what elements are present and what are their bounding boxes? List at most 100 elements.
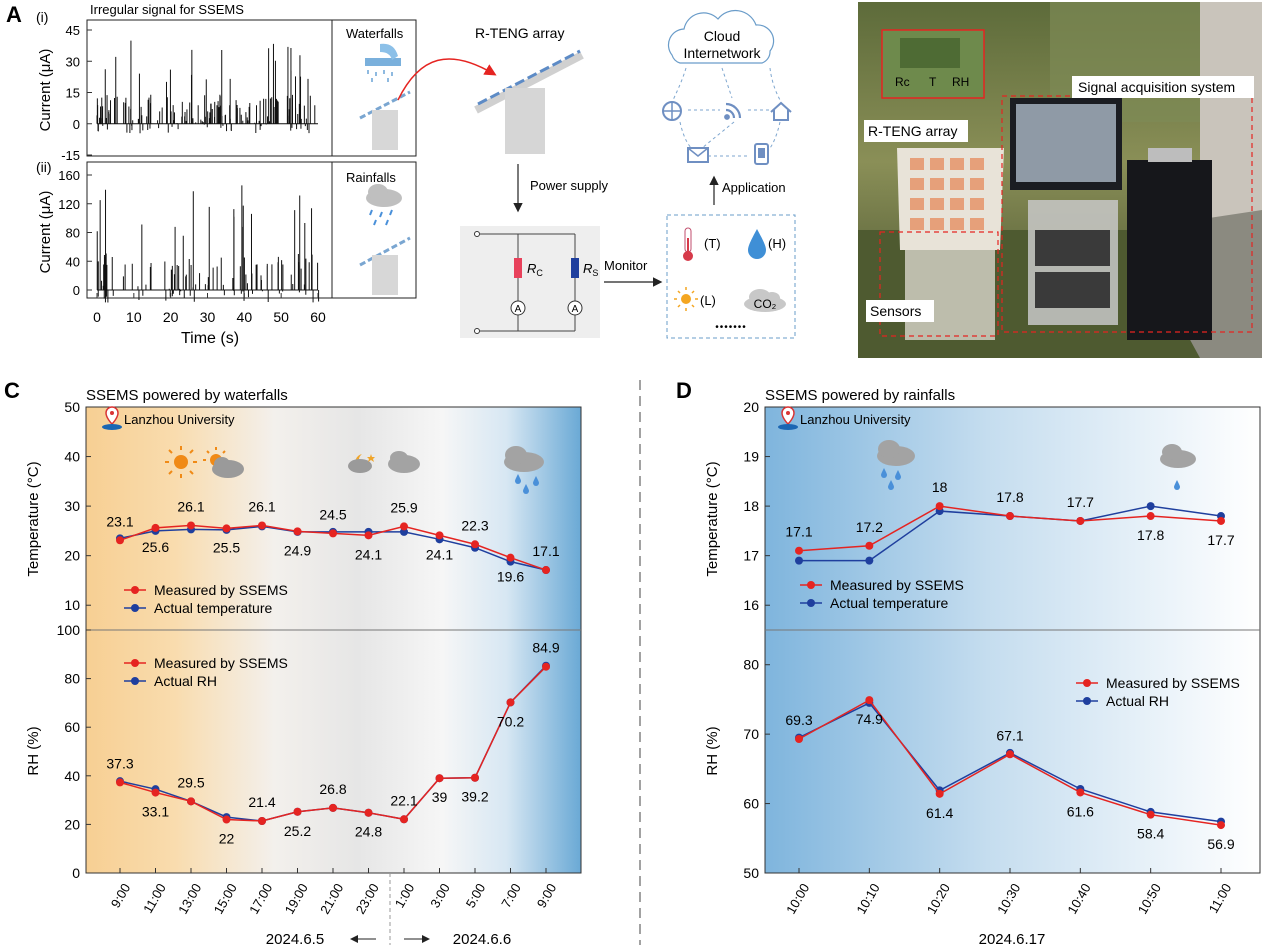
signal-trace-ii: [96, 185, 320, 303]
y-tick-label: 100: [57, 622, 81, 638]
co2-label: CO₂: [754, 297, 777, 311]
home-icon: [770, 101, 792, 121]
x-axis-label-a: Time (s): [181, 330, 239, 347]
globe-icon: [662, 101, 682, 121]
data-label: 26.1: [177, 498, 204, 514]
y-tick-label: -15: [61, 148, 80, 163]
x-tick-label: 11:00: [140, 881, 169, 916]
data-label: 61.4: [926, 805, 953, 821]
y-tick-label: 50: [64, 399, 80, 415]
ammeter-s-label: A: [572, 304, 579, 315]
y-tick-label: 50: [743, 865, 759, 881]
rteng-photo-label: R-TENG array: [868, 123, 957, 139]
y-tick-label: 0: [73, 283, 80, 298]
ammeter-c-label: A: [515, 304, 522, 315]
data-label: 39.2: [461, 789, 488, 805]
data-point: [187, 521, 195, 530]
sensors-photo-label: Sensors: [870, 303, 921, 319]
signal-acq-label-bg: [1072, 76, 1254, 98]
data-point: [1217, 516, 1225, 525]
signal-spikes: [96, 40, 318, 134]
legend-label: Actual temperature: [830, 595, 948, 611]
sensor-t-label: (T): [704, 236, 721, 251]
data-label: 25.6: [142, 539, 169, 555]
legend-marker: [807, 581, 815, 589]
x-tick-label: 1:00: [392, 881, 418, 910]
data-label: 17.1: [532, 543, 559, 559]
rc-label: RC: [527, 261, 543, 278]
data-point: [151, 523, 160, 532]
waterfall-icon: [359, 43, 411, 150]
x-tick-label: 17:00: [246, 881, 275, 917]
y-tick-label: 160: [58, 168, 80, 183]
y-tick-label: 16: [743, 597, 759, 613]
y-axis-label-a-ii: Current (μA): [37, 191, 54, 274]
x-tick-label: 40: [237, 309, 253, 325]
data-point: [506, 698, 515, 707]
rteng-array-icon: [474, 49, 584, 154]
photo-rh-label: RH: [952, 75, 969, 89]
data-point: [222, 524, 231, 533]
d-rh-ylabel: RH (%): [704, 726, 721, 775]
y-tick-label: 80: [743, 657, 759, 673]
legend-label: Actual RH: [154, 673, 217, 689]
wifi-icon: [724, 102, 742, 120]
y-tick-label: 60: [743, 796, 759, 812]
panel-d-location: Lanzhou University: [800, 412, 911, 427]
data-point: [116, 778, 124, 787]
c-date-right: 2024.6.6: [453, 931, 511, 948]
data-label: 24.9: [284, 542, 311, 558]
x-tick-label: 5:00: [463, 881, 489, 910]
data-point: [400, 522, 408, 531]
y-tick-label: 80: [66, 226, 80, 241]
data-point: [935, 789, 944, 798]
data-point: [258, 521, 266, 530]
data-label: 25.2: [284, 823, 311, 839]
data-point: [471, 773, 479, 782]
data-label: 24.8: [355, 824, 382, 840]
data-label: 29.5: [177, 774, 204, 790]
panel-d-title: SSEMS powered by rainfalls: [765, 387, 955, 404]
sun-weather-icon: [165, 446, 197, 478]
data-label: 24.1: [355, 546, 382, 562]
rain-weather-icon: [877, 440, 915, 490]
data-point: [471, 540, 479, 549]
c-rh-ylabel: RH (%): [25, 726, 42, 775]
x-tick-label: 9:00: [534, 881, 560, 910]
photo-t-label: T: [929, 75, 937, 89]
data-point: [865, 696, 874, 705]
location-pin-icon: [102, 406, 122, 430]
data-point: [506, 553, 515, 562]
data-point: [935, 502, 944, 511]
data-label: 61.6: [1067, 803, 1094, 819]
x-tick-label: 3:00: [427, 881, 453, 910]
moon-cloud-icon: [348, 454, 375, 473]
data-label: 17.2: [856, 519, 883, 535]
panel-label-aii: (ii): [36, 159, 52, 175]
data-label: 24.5: [319, 506, 346, 522]
data-label: 37.3: [106, 755, 133, 771]
y-axis-label-a-i: Current (μA): [37, 49, 54, 132]
x-tick-label: 11:00: [1206, 881, 1235, 916]
legend-label: Measured by SSEMS: [154, 655, 288, 671]
data-label: 22.3: [461, 517, 488, 533]
y-tick-label: 30: [66, 54, 80, 69]
legend-marker: [1083, 697, 1091, 705]
x-tick-label: 7:00: [498, 881, 524, 910]
x-tick-label: 50: [273, 309, 289, 325]
panel-c-title: SSEMS powered by waterfalls: [86, 387, 288, 404]
legend-marker: [131, 659, 139, 667]
data-label: 26.8: [319, 781, 346, 797]
x-tick-label: 60: [310, 309, 326, 325]
monitor-label: Monitor: [604, 258, 648, 273]
x-tick-label: 20: [163, 309, 179, 325]
data-point: [329, 529, 337, 538]
data-point: [293, 527, 302, 536]
data-point: [1217, 821, 1225, 830]
partly-cloudy-icon: [203, 447, 244, 478]
thermometer-icon: [683, 227, 693, 261]
x-tick-label: 10:40: [1064, 881, 1093, 917]
panel-label-c: C: [4, 378, 20, 403]
